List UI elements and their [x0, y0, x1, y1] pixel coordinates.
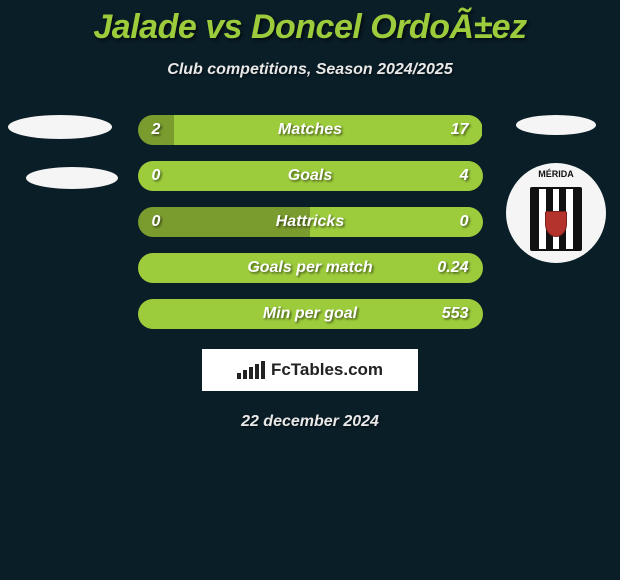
stat-right-value: 553: [442, 305, 469, 323]
stat-right-value: 4: [460, 167, 469, 185]
stat-label: Goals per match: [247, 259, 372, 276]
right-avatars: MÉRIDA: [506, 115, 606, 263]
stat-row: Goals per match 0.24: [138, 253, 483, 283]
stat-right-value: 0: [460, 213, 469, 231]
stat-label: Min per goal: [263, 305, 357, 322]
snapshot-date: 22 december 2024: [0, 413, 620, 431]
stat-row: 2Matches17: [138, 115, 483, 145]
stat-label: Hattricks: [276, 213, 344, 230]
placeholder-ellipse: [26, 167, 118, 189]
stat-row: 0Hattricks0: [138, 207, 483, 237]
stat-row: 0Goals4: [138, 161, 483, 191]
stat-right-value: 0.24: [437, 259, 468, 277]
placeholder-ellipse: [516, 115, 596, 135]
left-avatars: [8, 115, 118, 189]
stat-row: Min per goal 553: [138, 299, 483, 329]
stat-label: Matches: [278, 121, 342, 138]
bars-icon: [237, 361, 265, 379]
badge-label: MÉRIDA: [506, 169, 606, 179]
stats-table: 2Matches170Goals40Hattricks0Goals per ma…: [138, 115, 483, 329]
stat-label: Goals: [288, 167, 332, 184]
badge-crest-icon: [545, 211, 567, 237]
club-badge: MÉRIDA: [506, 163, 606, 263]
comparison-title: Jalade vs Doncel OrdoÃ±ez: [0, 0, 620, 47]
fctables-logo: FcTables.com: [202, 349, 418, 391]
season-subtitle: Club competitions, Season 2024/2025: [0, 61, 620, 79]
stat-right-value: 17: [451, 121, 469, 139]
content-area: MÉRIDA 2Matches170Goals40Hattricks0Goals…: [0, 115, 620, 431]
placeholder-ellipse: [8, 115, 112, 139]
fctables-label: FcTables.com: [271, 360, 383, 380]
